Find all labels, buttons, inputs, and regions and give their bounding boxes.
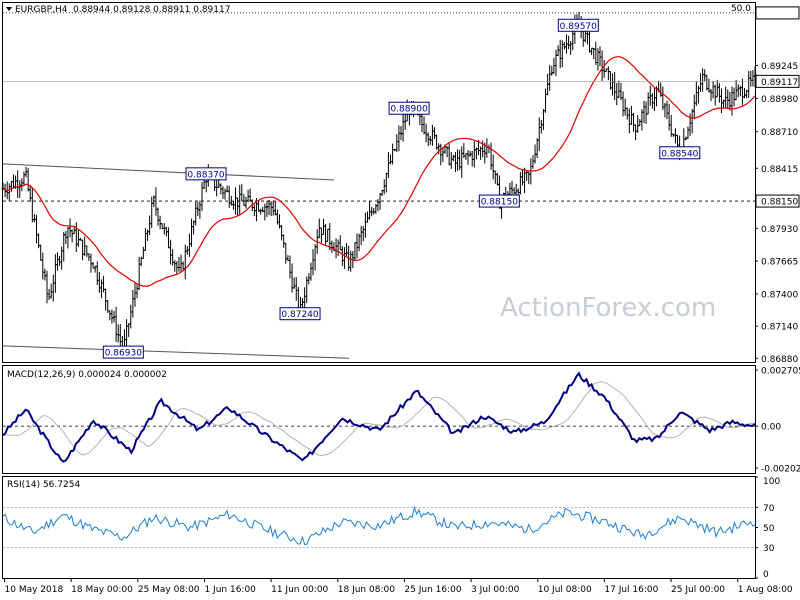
price-bars xyxy=(1,11,757,357)
y-tick-label: 0.87930 xyxy=(761,225,798,235)
annotation-box xyxy=(279,307,321,321)
price-annotation: 0.88540 xyxy=(659,146,701,160)
annotation-label: 0.88370 xyxy=(187,170,224,180)
x-tick-label: 3 Jul 00:00 xyxy=(471,585,520,595)
annotation-box xyxy=(557,18,599,32)
moving-average-line xyxy=(2,56,756,287)
annotation-label: 0.89570 xyxy=(560,22,597,32)
top-price-box xyxy=(755,6,800,20)
annotation-label: 0.86930 xyxy=(105,349,142,359)
macd-header: MACD(12,26,9) 0.000024 0.000002 xyxy=(7,370,167,380)
level-label: 50.0 xyxy=(731,4,751,14)
y-tick-label: 0.89245 xyxy=(761,62,798,72)
y-tick-label: 0.86880 xyxy=(761,355,798,365)
rsi-y-tick-label: 50 xyxy=(763,524,775,534)
y-tick-label: 0.87400 xyxy=(761,290,798,300)
x-tick-label: 1 Jun 16:00 xyxy=(204,585,256,595)
price-annotation: 0.89570 xyxy=(557,18,599,32)
x-tick-label: 25 May 08:00 xyxy=(138,585,200,595)
macd-indicator: 0.002705 0.00 -0.002023 xyxy=(2,367,800,475)
macd-y-tick-label: 0.00 xyxy=(761,423,781,433)
price-header: EURGBP,H4 0.88944 0.89128 0.88911 0.8911… xyxy=(6,5,230,15)
y-tick-label: 0.88710 xyxy=(761,128,798,138)
annotation-label: 0.87240 xyxy=(281,310,318,320)
price-bar xyxy=(753,66,757,88)
price-annotations: 0.88370 0.86930 0.87240 0.88900 0.88150 0.895… xyxy=(102,18,701,359)
y-tick-label: 0.87665 xyxy=(761,258,798,268)
macd-y-tick-label: 0.002705 xyxy=(761,367,800,377)
current-price-rect xyxy=(755,74,800,88)
ohlc-values: 0.88944 0.89128 0.88911 0.89117 xyxy=(73,5,230,15)
annotation-box xyxy=(185,167,227,181)
y-tick-label: 0.87140 xyxy=(761,323,798,333)
trendline xyxy=(2,163,334,181)
rsi-y-tick-label: 0 xyxy=(763,570,769,580)
x-tick-label: 17 Jul 16:00 xyxy=(604,585,658,595)
rsi-line xyxy=(2,505,756,546)
trendline xyxy=(2,345,349,359)
x-tick-label: 18 May 00:00 xyxy=(71,585,133,595)
rsi-y-tick-label: 70 xyxy=(763,504,775,514)
dropdown-triangle-icon[interactable] xyxy=(6,7,12,11)
current-price-box: 0.89117 xyxy=(755,74,800,88)
level-price-label: 0.88150 xyxy=(761,198,798,208)
x-tick-label: 10 Jul 08:00 xyxy=(538,585,592,595)
annotation-label: 0.88900 xyxy=(390,105,427,115)
price-annotation: 0.87240 xyxy=(279,307,321,321)
price-level-lines: 50.0 xyxy=(3,4,755,202)
macd-y-tick-label: -0.002023 xyxy=(761,465,800,475)
x-tick-label: 11 Jun 00:00 xyxy=(271,585,328,595)
watermark: ActionForex.com xyxy=(500,293,716,323)
macd-pane xyxy=(2,365,756,474)
annotation-label: 0.88540 xyxy=(661,149,698,159)
annotation-box xyxy=(102,345,144,359)
time-x-axis: 10 May 2018 18 May 00:00 25 May 08:00 1 Jun… xyxy=(4,578,793,595)
price-annotation: 0.88370 xyxy=(185,167,227,181)
x-tick-label: 18 Jun 08:00 xyxy=(338,585,395,595)
symbol-label: EURGBP,H4 xyxy=(15,5,68,15)
level-price-box: 0.88150 xyxy=(755,194,800,208)
rsi-header: RSI(14) 56.7254 xyxy=(7,480,80,490)
level-price-rect xyxy=(755,194,800,208)
current-price-label: 0.89117 xyxy=(761,78,798,88)
price-annotation: 0.88900 xyxy=(388,101,430,115)
annotation-box xyxy=(388,101,430,115)
x-tick-label: 10 May 2018 xyxy=(5,585,64,595)
rsi-pane xyxy=(2,476,756,579)
annotation-box xyxy=(659,146,701,160)
price-y-axis: 0.896700.892450.889800.887100.884150.881… xyxy=(3,6,800,365)
x-tick-label: 25 Jun 16:00 xyxy=(404,585,461,595)
price-annotation: 0.86930 xyxy=(102,345,144,359)
macd-line xyxy=(2,371,756,463)
y-tick-label: 0.88980 xyxy=(761,95,798,105)
y-tick-label: 0.88415 xyxy=(761,165,798,175)
trendlines xyxy=(2,163,349,359)
price-annotation: 0.88150 xyxy=(478,194,520,208)
rsi-y-tick-label: 100 xyxy=(763,477,780,487)
x-tick-label: 1 Aug 08:00 xyxy=(738,585,793,595)
annotation-box xyxy=(478,194,520,208)
macd-signal-line xyxy=(3,381,756,457)
annotation-label: 0.88150 xyxy=(481,198,518,208)
rsi-y-tick-label: 30 xyxy=(763,544,775,554)
rsi-indicator: 100 70 50 30 0 xyxy=(2,476,780,580)
x-tick-label: 25 Jul 00:00 xyxy=(671,585,725,595)
top-price-rect xyxy=(755,6,800,20)
